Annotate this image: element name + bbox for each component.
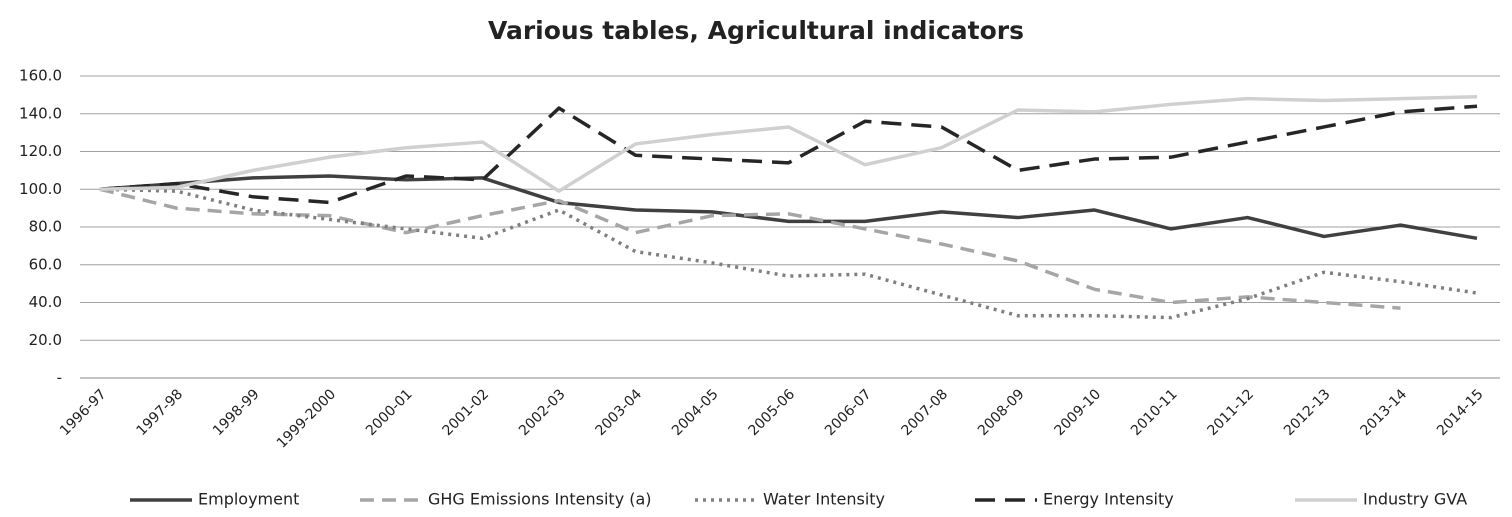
x-tick-label: 2009-10 <box>1051 386 1104 439</box>
legend-label: Employment <box>198 490 299 509</box>
y-tick-label: - <box>57 369 62 387</box>
y-tick-label: 160.0 <box>19 67 62 85</box>
x-tick-label: 2010-11 <box>1128 386 1181 439</box>
x-tick-label: 2014-15 <box>1434 386 1487 439</box>
x-tick-label: 2011-12 <box>1204 386 1257 439</box>
y-tick-label: 20.0 <box>29 331 62 349</box>
y-tick-label: 40.0 <box>29 293 62 311</box>
series-line <box>99 187 1478 320</box>
series-line <box>99 104 1478 205</box>
x-tick-label: 1999-2000 <box>274 386 339 451</box>
series-line <box>99 174 1478 241</box>
x-tick-label: 2005-06 <box>745 386 798 439</box>
x-tick-label: 2007-08 <box>898 386 951 439</box>
legend-label: Energy Intensity <box>1043 490 1174 509</box>
x-tick-label: 2008-09 <box>975 386 1028 439</box>
x-tick-label: 2006-07 <box>822 386 875 439</box>
x-tick-label: 2004-05 <box>669 386 722 439</box>
legend-label: Industry GVA <box>1363 490 1467 509</box>
x-tick-label: 1997-98 <box>133 386 186 439</box>
y-tick-label: 120.0 <box>19 142 62 160</box>
x-tick-label: 1998-99 <box>210 386 263 439</box>
series-line <box>99 95 1478 193</box>
y-tick-label: 100.0 <box>19 180 62 198</box>
y-tick-label: 80.0 <box>29 218 62 236</box>
x-tick-label: 2013-14 <box>1357 386 1410 439</box>
y-tick-label: 60.0 <box>29 255 62 273</box>
x-tick-label: 2003-04 <box>592 386 645 439</box>
legend-label: Water Intensity <box>763 490 885 509</box>
x-tick-label: 2001-02 <box>439 386 492 439</box>
x-tick-label: 1996-97 <box>57 386 110 439</box>
x-tick-label: 2000-01 <box>363 386 416 439</box>
x-tick-label: 2012-13 <box>1281 386 1334 439</box>
x-tick-label: 2002-03 <box>516 386 569 439</box>
y-tick-label: 140.0 <box>19 104 62 122</box>
chart-title: Various tables, Agricultural indicators <box>488 16 1024 45</box>
series-line <box>99 187 1401 310</box>
legend-label: GHG Emissions Intensity (a) <box>428 490 652 509</box>
